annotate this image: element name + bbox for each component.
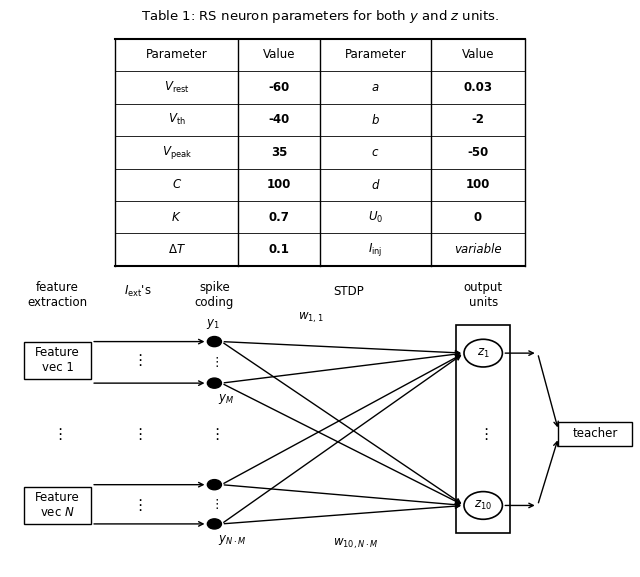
Text: $K$: $K$ bbox=[172, 211, 182, 224]
Circle shape bbox=[207, 479, 221, 490]
Text: $I_\mathrm{ext}$'s: $I_\mathrm{ext}$'s bbox=[124, 284, 152, 299]
Text: 0: 0 bbox=[474, 211, 482, 224]
Text: Value: Value bbox=[263, 48, 295, 62]
Text: -60: -60 bbox=[268, 81, 290, 94]
Text: $\vdots$: $\vdots$ bbox=[132, 497, 143, 514]
Text: $z_{10}$: $z_{10}$ bbox=[474, 499, 492, 512]
Text: $z_1$: $z_1$ bbox=[477, 347, 490, 359]
Text: 35: 35 bbox=[271, 146, 287, 159]
Text: $V_\mathrm{th}$: $V_\mathrm{th}$ bbox=[168, 113, 186, 128]
Circle shape bbox=[207, 378, 221, 388]
Text: $b$: $b$ bbox=[371, 113, 380, 127]
Text: $\vdots$: $\vdots$ bbox=[209, 426, 220, 442]
Text: Value: Value bbox=[461, 48, 494, 62]
Text: $V_\mathrm{rest}$: $V_\mathrm{rest}$ bbox=[164, 80, 189, 95]
Text: feature
extraction: feature extraction bbox=[28, 282, 88, 309]
Text: -50: -50 bbox=[467, 146, 488, 159]
Text: -2: -2 bbox=[471, 114, 484, 126]
Text: Feature
vec $N$: Feature vec $N$ bbox=[35, 492, 80, 519]
Text: $\vdots$: $\vdots$ bbox=[478, 426, 488, 442]
Text: $U_0$: $U_0$ bbox=[368, 209, 383, 225]
Text: $y_M$: $y_M$ bbox=[218, 392, 234, 406]
Circle shape bbox=[207, 519, 221, 529]
Circle shape bbox=[464, 492, 502, 519]
Text: $C$: $C$ bbox=[172, 178, 182, 191]
Text: $\vdots$: $\vdots$ bbox=[52, 426, 63, 442]
Text: $\vdots$: $\vdots$ bbox=[210, 497, 219, 511]
Text: 100: 100 bbox=[267, 178, 291, 191]
Text: $I_\mathrm{inj}$: $I_\mathrm{inj}$ bbox=[368, 241, 383, 258]
Text: 0.03: 0.03 bbox=[463, 81, 492, 94]
Text: teacher: teacher bbox=[573, 428, 618, 440]
Text: $d$: $d$ bbox=[371, 178, 380, 192]
Text: $\vdots$: $\vdots$ bbox=[132, 426, 143, 442]
Text: $\vdots$: $\vdots$ bbox=[132, 352, 143, 368]
Text: STDP: STDP bbox=[333, 285, 364, 298]
Circle shape bbox=[207, 336, 221, 347]
Text: $\Delta T$: $\Delta T$ bbox=[168, 243, 186, 256]
Bar bbox=[456, 325, 510, 533]
Text: output
units: output units bbox=[463, 282, 503, 309]
Text: $w_{10,N\cdot M}$: $w_{10,N\cdot M}$ bbox=[333, 537, 378, 551]
Circle shape bbox=[464, 339, 502, 367]
Bar bbox=[24, 487, 92, 524]
Text: $c$: $c$ bbox=[371, 146, 380, 159]
Text: $\vdots$: $\vdots$ bbox=[210, 355, 219, 369]
Text: $w_{1,1}$: $w_{1,1}$ bbox=[298, 311, 323, 325]
Text: $y_1$: $y_1$ bbox=[206, 317, 220, 331]
Bar bbox=[559, 422, 632, 446]
Text: $y_{N\cdot M}$: $y_{N\cdot M}$ bbox=[218, 533, 246, 547]
Text: 0.7: 0.7 bbox=[269, 211, 289, 224]
Text: Parameter: Parameter bbox=[344, 48, 406, 62]
Text: variable: variable bbox=[454, 243, 502, 256]
Bar bbox=[24, 342, 92, 379]
Text: $a$: $a$ bbox=[371, 81, 380, 94]
Text: 0.1: 0.1 bbox=[269, 243, 289, 256]
Text: spike
coding: spike coding bbox=[195, 282, 234, 309]
Text: Parameter: Parameter bbox=[146, 48, 207, 62]
Text: $V_\mathrm{peak}$: $V_\mathrm{peak}$ bbox=[161, 144, 192, 161]
Text: -40: -40 bbox=[268, 114, 290, 126]
Text: 100: 100 bbox=[465, 178, 490, 191]
Text: Feature
vec 1: Feature vec 1 bbox=[35, 346, 80, 374]
Text: Table 1: RS neuron parameters for both $y$ and $z$ units.: Table 1: RS neuron parameters for both $… bbox=[141, 8, 499, 25]
